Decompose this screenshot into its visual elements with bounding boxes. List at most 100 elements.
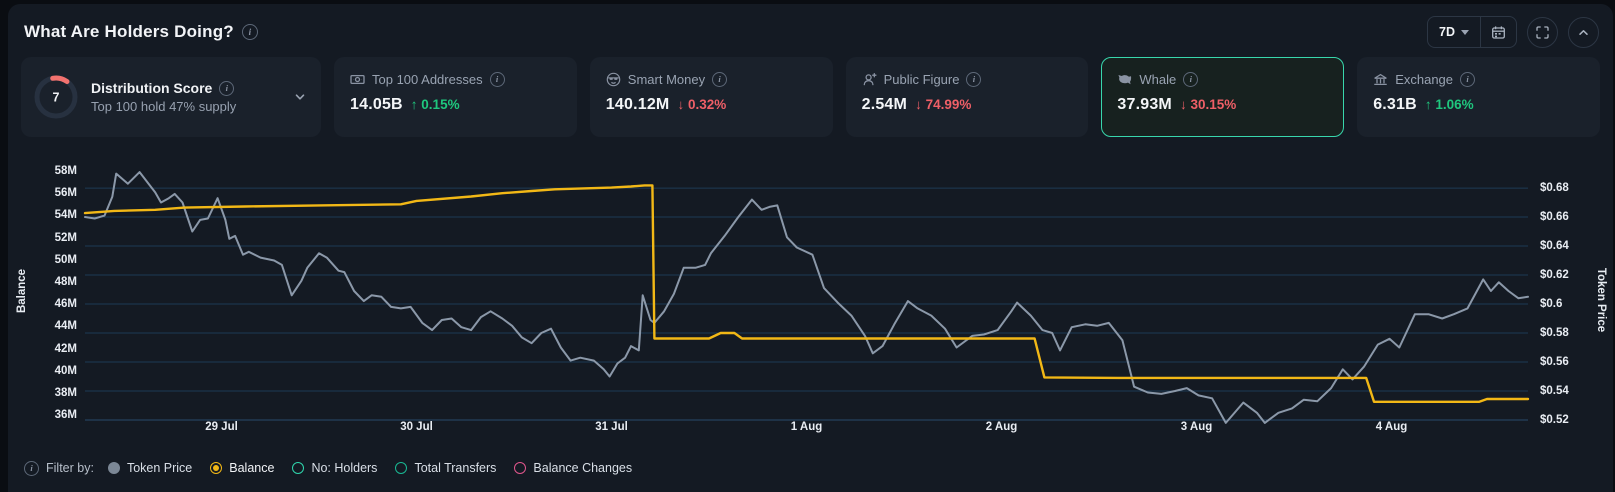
holders-panel: What Are Holders Doing? i 7D [8, 4, 1613, 492]
legend-label: Token Price [126, 461, 193, 475]
card-value: 2.54M [861, 96, 908, 113]
x-axis-tick: 31 Jul [595, 421, 628, 433]
card-change: ↓ 74.99% [915, 97, 972, 112]
y-axis-tick-price: $0.64 [1540, 240, 1569, 253]
card-change: ↓ 0.32% [677, 97, 727, 112]
y-axis-tick-balance: 58M [54, 164, 77, 177]
legend-item-no-holders[interactable]: No: Holders [292, 461, 377, 475]
legend-item-balance[interactable]: Balance [210, 461, 274, 475]
info-icon[interactable]: i [219, 80, 235, 96]
y-axis-tick-balance: 44M [54, 320, 77, 333]
x-axis-tick: 2 Aug [985, 421, 1018, 433]
range-label: 7D [1439, 25, 1455, 39]
y-axis-tick-price: $0.54 [1540, 385, 1569, 397]
distribution-score-gauge: 7 [33, 74, 79, 120]
x-axis-tick: 29 Jul [205, 421, 238, 433]
holder-category-cards: 7 Distribution Score i Top 100 hold 47% … [21, 57, 1600, 137]
card-value: 37.93M [1117, 96, 1172, 113]
info-icon[interactable]: i [1183, 72, 1199, 87]
legend-items: Token Price Balance No: Holders Total Trans… [107, 461, 632, 475]
distribution-score-subtitle: Top 100 hold 47% supply [91, 99, 237, 114]
divider [1480, 17, 1481, 47]
range-controls: 7D [1427, 16, 1517, 48]
legend-label: Total Transfers [414, 461, 497, 475]
info-icon[interactable]: i [712, 72, 728, 87]
y-axis-tick-price: $0.52 [1540, 414, 1569, 426]
card-value: 14.05B [350, 96, 403, 113]
chart-legend: i Filter by: Token Price Balance No: Holde… [24, 458, 632, 478]
y-axis-tick-balance: 56M [54, 187, 77, 200]
chevron-down-icon [1461, 29, 1469, 35]
x-axis-tick: 3 Aug [1180, 421, 1213, 433]
y-axis-tick-balance: 36M [54, 409, 77, 422]
calendar-icon [1491, 25, 1506, 40]
chevron-down-icon[interactable] [293, 90, 307, 104]
x-axis-tick: 1 Aug [790, 421, 823, 433]
card-smart-money[interactable]: Smart Money i 140.12M ↓ 0.32% [589, 57, 833, 137]
card-value: 6.31B [1373, 96, 1417, 113]
panel-header: What Are Holders Doing? i 7D [24, 12, 1599, 52]
y-axis-tick-price: $0.6 [1540, 298, 1563, 311]
y-axis-tick-balance: 38M [54, 386, 77, 399]
card-value: 140.12M [605, 96, 670, 113]
whale-icon [1117, 72, 1132, 87]
legend-swatch [107, 462, 120, 474]
public-figure-icon [862, 72, 877, 87]
info-icon[interactable]: i [489, 72, 505, 87]
fullscreen-icon [1536, 25, 1549, 39]
info-icon[interactable]: i [1460, 72, 1476, 87]
banknote-icon [350, 72, 365, 87]
info-icon[interactable]: i [966, 72, 982, 87]
title-info-icon[interactable]: i [241, 24, 258, 40]
chevron-up-icon [1577, 26, 1590, 39]
legend-item-total-transfers[interactable]: Total Transfers [395, 461, 496, 475]
card-label: Public Figure [883, 72, 960, 87]
card-public-figure[interactable]: Public Figure i 2.54M ↓ 74.99% [845, 57, 1089, 137]
y-axis-tick-balance: 52M [54, 231, 77, 244]
y-axis-tick-price: $0.66 [1540, 211, 1569, 224]
bank-icon [1373, 72, 1388, 87]
collapse-button[interactable] [1568, 16, 1599, 48]
info-icon[interactable]: i [24, 460, 39, 476]
y-axis-tick-balance: 46M [54, 298, 77, 311]
y-axis-tick-price: $0.68 [1540, 182, 1569, 195]
distribution-score-title: Distribution Score [91, 80, 213, 96]
card-top-100-addresses[interactable]: Top 100 Addresses i 14.05B ↑ 0.15% [334, 57, 577, 137]
legend-label: Balance [229, 461, 275, 475]
fullscreen-button[interactable] [1527, 16, 1558, 48]
card-label: Whale [1139, 72, 1177, 87]
card-change: ↓ 30.15% [1179, 97, 1237, 112]
card-label: Exchange [1395, 72, 1454, 87]
x-axis-tick: 30 Jul [400, 421, 433, 433]
series-line-balance [83, 184, 1530, 404]
calendar-button[interactable] [1481, 17, 1516, 47]
y-axis-tick-balance: 42M [54, 342, 77, 355]
card-label: Smart Money [627, 72, 706, 87]
y-axis-tick-price: $0.56 [1540, 356, 1569, 368]
range-dropdown[interactable]: 7D [1428, 17, 1480, 47]
y-axis-tick-balance: 40M [54, 364, 77, 377]
legend-swatch [395, 462, 408, 474]
y-axis-tick-price: $0.62 [1540, 269, 1569, 282]
y-axis-tick-price: $0.58 [1540, 327, 1569, 340]
y-axis-tick-balance: 50M [54, 253, 77, 266]
card-exchange[interactable]: Exchange i 6.31B ↑ 1.06% [1357, 57, 1600, 137]
x-axis-tick: 4 Aug [1375, 421, 1408, 433]
series-line-token-price [84, 171, 1529, 424]
chart-plot[interactable] [83, 155, 1530, 424]
legend-label: Balance Changes [533, 461, 633, 475]
legend-item-balance-changes[interactable]: Balance Changes [514, 461, 632, 475]
y-axis-tick-balance: 54M [54, 209, 77, 222]
card-label: Top 100 Addresses [372, 72, 483, 87]
page-title: What Are Holders Doing? [24, 22, 234, 41]
legend-prefix-label: Filter by: [46, 461, 94, 475]
smart-money-icon [606, 72, 621, 87]
y-axis-tick-balance: 48M [54, 275, 77, 288]
card-change: ↑ 0.15% [410, 97, 460, 112]
card-distribution-score[interactable]: 7 Distribution Score i Top 100 hold 47% … [21, 57, 321, 137]
right-axis-title: Token Price [1595, 267, 1607, 333]
legend-label: No: Holders [311, 461, 378, 475]
legend-swatch [210, 462, 223, 474]
legend-item-token-price[interactable]: Token Price [107, 461, 193, 475]
card-whale[interactable]: Whale i 37.93M ↓ 30.15% [1101, 57, 1345, 137]
